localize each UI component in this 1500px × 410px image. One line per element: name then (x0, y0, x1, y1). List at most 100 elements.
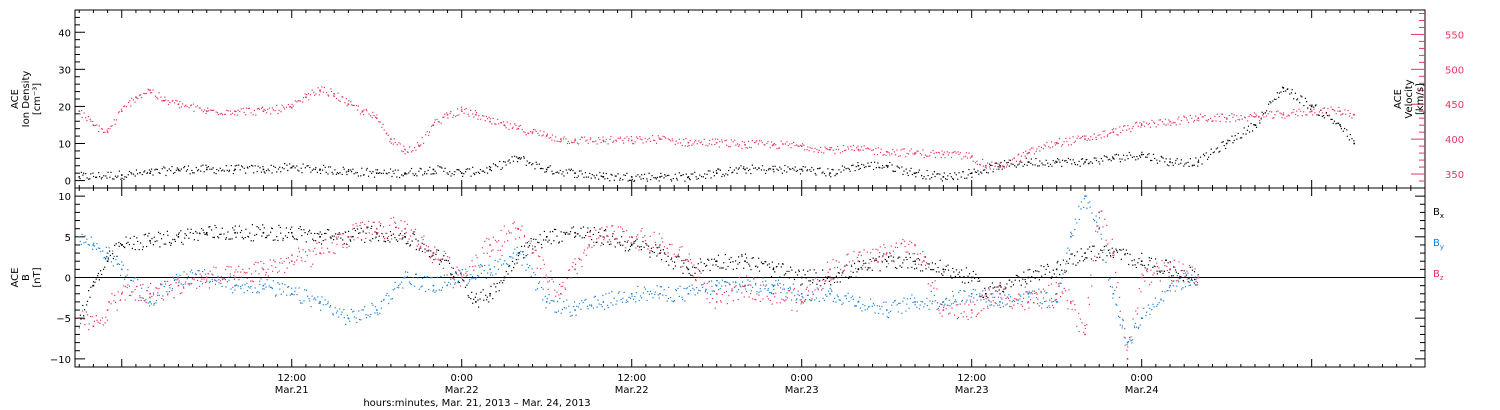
scatter-dot (457, 274, 459, 276)
scatter-dot (809, 269, 811, 271)
scatter-dot (127, 241, 129, 243)
scatter-dot (502, 263, 505, 265)
scatter-dot (1154, 258, 1157, 260)
scatter-dot (131, 291, 133, 293)
scatter-dot (366, 226, 368, 228)
scatter-dot (704, 291, 706, 293)
scatter-dot (161, 297, 163, 300)
scatter-dot (267, 275, 270, 277)
scatter-dot (758, 270, 761, 272)
scatter-dot (673, 253, 675, 255)
scatter-dot (958, 291, 960, 293)
scatter-dot (460, 272, 462, 274)
scatter-dot (584, 172, 587, 174)
scatter-dot (875, 147, 877, 150)
scatter-dot (692, 173, 694, 175)
scatter-dot (1129, 336, 1131, 339)
scatter-dot (925, 268, 927, 270)
scatter-dot (423, 235, 425, 237)
scatter-dot (338, 99, 340, 101)
scatter-dot (346, 246, 348, 249)
scatter-dot (166, 280, 168, 283)
scatter-dot (784, 300, 786, 302)
scatter-dot (1002, 306, 1004, 308)
scatter-dot (1035, 297, 1038, 299)
scatter-dot (817, 276, 819, 278)
scatter-dot (432, 173, 434, 175)
scatter-dot (292, 236, 294, 238)
scatter-dot (978, 295, 980, 297)
scatter-dot (1201, 163, 1203, 165)
scatter-dot (663, 136, 666, 138)
scatter-dot (1024, 281, 1027, 283)
scatter-dot (829, 276, 831, 278)
scatter-dot (843, 149, 845, 152)
scatter-dot (343, 168, 345, 170)
scatter-dot (788, 277, 790, 279)
scatter-dot (862, 149, 864, 151)
scatter-dot (322, 304, 324, 306)
scatter-dot (1221, 141, 1223, 144)
scatter-dot (281, 262, 283, 264)
scatter-dot (199, 107, 201, 109)
scatter-dot (145, 298, 147, 301)
scatter-dot (658, 137, 660, 139)
scatter-dot (875, 167, 878, 169)
scatter-dot (1191, 269, 1194, 271)
scatter-dot (184, 233, 186, 235)
scatter-dot (320, 309, 322, 311)
scatter-dot (891, 304, 893, 306)
scatter-dot (641, 138, 643, 141)
scatter-dot (809, 169, 811, 171)
scatter-dot (1168, 165, 1170, 167)
scatter-dot (1008, 294, 1010, 296)
scatter-dot (1010, 296, 1012, 298)
scatter-dot (497, 268, 500, 271)
scatter-dot (343, 308, 345, 311)
scatter-dot (606, 304, 609, 306)
scatter-dot (789, 286, 791, 288)
scatter-dot (268, 170, 270, 172)
scatter-dot (311, 89, 313, 91)
scatter-dot (512, 160, 515, 162)
scatter-dot (1048, 165, 1050, 168)
scatter-dot (577, 143, 580, 145)
scatter-dot (1102, 160, 1104, 162)
scatter-dot (648, 137, 650, 139)
scatter-dot (760, 169, 762, 171)
data-point (1140, 260, 1143, 263)
scatter-dot (756, 140, 758, 142)
scatter-dot (1330, 118, 1332, 121)
scatter-dot (902, 148, 904, 150)
scatter-dot (359, 232, 361, 234)
data-point (149, 301, 151, 303)
scatter-dot (968, 295, 970, 297)
scatter-dot (523, 245, 526, 247)
scatter-dot (382, 123, 384, 126)
scatter-dot (837, 148, 840, 151)
scatter-dot (810, 300, 813, 302)
scatter-dot (531, 132, 533, 135)
scatter-dot (244, 236, 246, 239)
scatter-dot (1100, 233, 1102, 235)
scatter-dot (1183, 270, 1185, 272)
scatter-dot (574, 172, 576, 174)
scatter-dot (1049, 163, 1052, 165)
scatter-dot (285, 257, 288, 260)
scatter-dot (564, 288, 567, 290)
scatter-dot (155, 299, 158, 302)
scatter-dot (824, 283, 826, 285)
data-point (78, 110, 81, 113)
scatter-dot (540, 243, 543, 246)
scatter-dot (370, 115, 372, 117)
scatter-dot (1109, 252, 1111, 254)
scatter-dot (818, 300, 820, 302)
scatter-dot (590, 137, 592, 139)
scatter-dot (1078, 218, 1081, 221)
scatter-dot (141, 248, 144, 251)
data-point (999, 284, 1001, 287)
scatter-dot (264, 109, 266, 112)
scatter-dot (431, 255, 433, 257)
scatter-dot (774, 296, 776, 298)
scatter-dot (450, 273, 452, 275)
